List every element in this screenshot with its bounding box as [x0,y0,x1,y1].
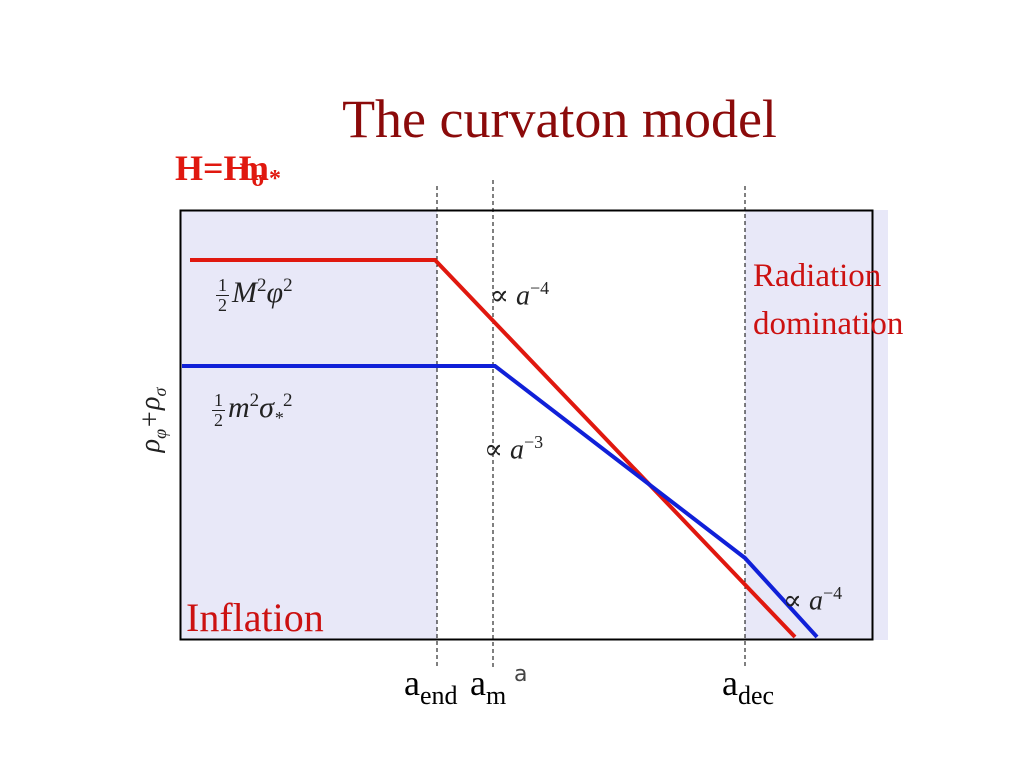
inflation-region [180,210,437,640]
hubble-label-a: H=Hσ [175,148,265,192]
curvaton-potential-formula: 1 2 m2σ*2 [212,389,293,430]
x-tick-a-dec: adec [722,663,775,710]
inflaton-density-curve [190,258,797,639]
plot-frame [179,209,874,641]
scaling-matter: ∝ a−3 [484,432,544,466]
scaling-radiation-early: ∝ a−4 [490,278,550,312]
slide-title: The curvaton model [342,89,777,149]
radiation-domination-label: Radiation domination [753,258,904,342]
radiation-region [745,210,888,640]
inflation-label: Inflation [186,595,324,640]
inflaton-potential-formula: 1 2 M2φ2 [216,274,293,315]
x-axis-label: a [514,662,528,687]
hubble-label-b: m* [239,148,281,192]
curvaton-density-curve [182,364,819,639]
x-tick-a-m: am [470,663,507,710]
y-axis-label: ρφ+ρσ [135,387,170,453]
scaling-radiation-late: ∝ a−4 [783,583,843,617]
x-tick-a-end: aend [404,663,458,710]
